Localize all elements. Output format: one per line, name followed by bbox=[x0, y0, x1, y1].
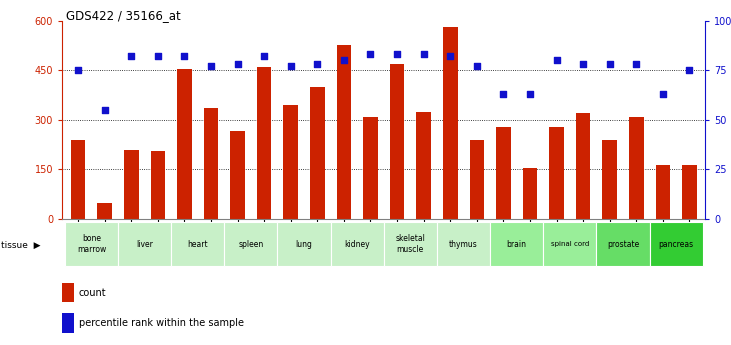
Point bbox=[99, 107, 110, 113]
Bar bbox=[496, 127, 511, 219]
Bar bbox=[230, 131, 245, 219]
Bar bbox=[284, 105, 298, 219]
Bar bbox=[650, 222, 702, 266]
Point bbox=[577, 62, 589, 67]
Point bbox=[630, 62, 642, 67]
Bar bbox=[602, 140, 617, 219]
Text: prostate: prostate bbox=[607, 239, 639, 249]
Bar bbox=[682, 165, 697, 219]
Point bbox=[657, 91, 669, 97]
Bar bbox=[124, 150, 139, 219]
Point bbox=[471, 63, 482, 69]
Bar bbox=[62, 313, 74, 333]
Text: percentile rank within the sample: percentile rank within the sample bbox=[79, 318, 244, 328]
Bar bbox=[71, 140, 86, 219]
Point bbox=[285, 63, 297, 69]
Bar bbox=[224, 222, 278, 266]
Bar bbox=[97, 203, 112, 219]
Text: brain: brain bbox=[507, 239, 526, 249]
Text: spleen: spleen bbox=[238, 239, 263, 249]
Text: lung: lung bbox=[295, 239, 312, 249]
Bar bbox=[177, 69, 192, 219]
Point bbox=[418, 52, 430, 57]
Bar bbox=[257, 67, 271, 219]
Bar bbox=[363, 117, 378, 219]
Text: liver: liver bbox=[136, 239, 153, 249]
Point bbox=[311, 62, 323, 67]
Point bbox=[258, 54, 270, 59]
Bar bbox=[576, 113, 591, 219]
Bar bbox=[390, 64, 404, 219]
Text: bone
marrow: bone marrow bbox=[77, 234, 106, 254]
Text: tissue  ▶: tissue ▶ bbox=[1, 241, 41, 250]
Bar bbox=[204, 108, 219, 219]
Bar bbox=[278, 222, 330, 266]
Bar bbox=[543, 222, 596, 266]
Point bbox=[391, 52, 403, 57]
Bar bbox=[151, 151, 165, 219]
Text: heart: heart bbox=[187, 239, 208, 249]
Point bbox=[338, 58, 349, 63]
Bar bbox=[118, 222, 171, 266]
Bar bbox=[490, 222, 543, 266]
Point bbox=[683, 68, 695, 73]
Text: thymus: thymus bbox=[449, 239, 478, 249]
Bar bbox=[330, 222, 384, 266]
Bar bbox=[65, 222, 118, 266]
Bar bbox=[549, 127, 564, 219]
Point bbox=[365, 52, 376, 57]
Point bbox=[72, 68, 84, 73]
Bar bbox=[336, 46, 351, 219]
Bar bbox=[656, 165, 670, 219]
Point bbox=[524, 91, 536, 97]
Point bbox=[232, 62, 243, 67]
Bar bbox=[384, 222, 437, 266]
Text: pancreas: pancreas bbox=[659, 239, 694, 249]
Point bbox=[444, 54, 456, 59]
Bar bbox=[596, 222, 650, 266]
Point bbox=[604, 62, 616, 67]
Text: spinal cord: spinal cord bbox=[550, 241, 589, 247]
Bar bbox=[469, 140, 484, 219]
Bar bbox=[523, 168, 537, 219]
Bar bbox=[629, 117, 643, 219]
Text: count: count bbox=[79, 288, 107, 297]
Bar bbox=[437, 222, 490, 266]
Point bbox=[152, 54, 164, 59]
Bar bbox=[443, 27, 458, 219]
Point bbox=[126, 54, 137, 59]
Text: skeletal
muscle: skeletal muscle bbox=[395, 234, 425, 254]
Point bbox=[498, 91, 510, 97]
Text: kidney: kidney bbox=[344, 239, 370, 249]
Bar bbox=[417, 112, 431, 219]
Text: GDS422 / 35166_at: GDS422 / 35166_at bbox=[66, 9, 181, 22]
Point bbox=[550, 58, 562, 63]
Bar bbox=[171, 222, 224, 266]
Point bbox=[205, 63, 217, 69]
Point bbox=[178, 54, 190, 59]
Bar bbox=[62, 283, 74, 302]
Bar bbox=[310, 87, 325, 219]
